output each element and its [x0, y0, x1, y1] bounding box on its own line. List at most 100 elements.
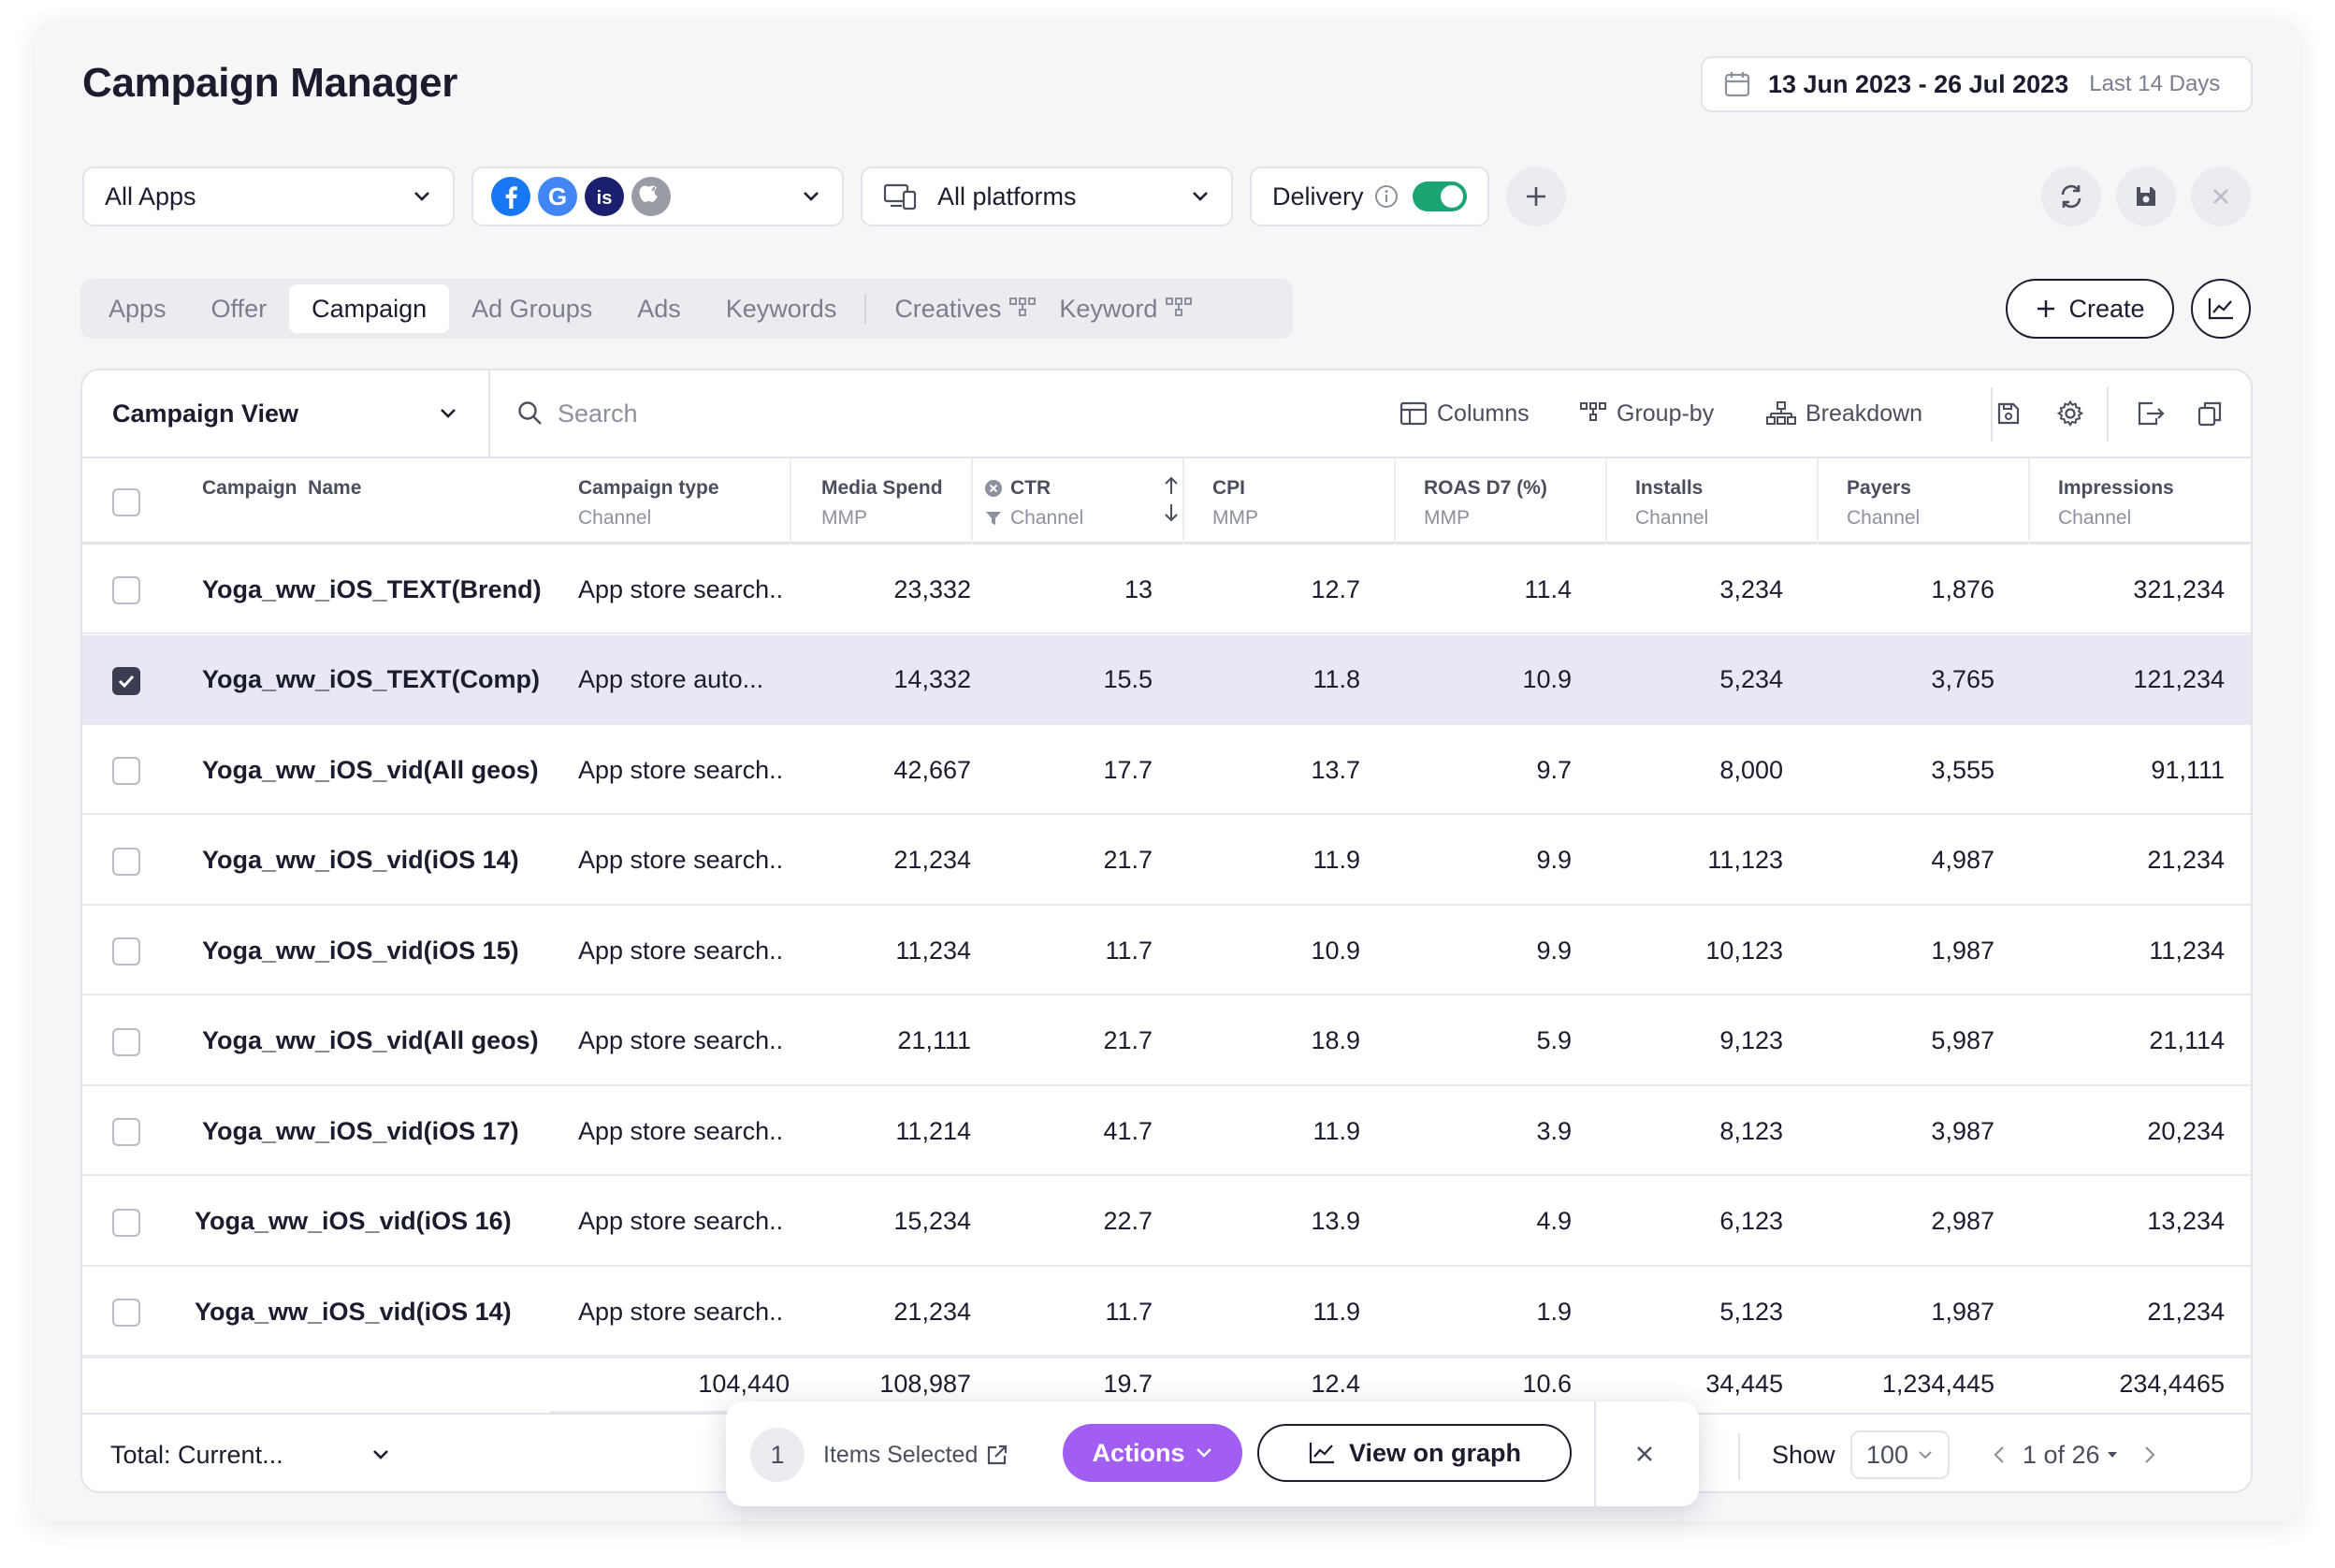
cell-campaign-name[interactable]: Yoga_ww_iOS_vid(All geos) — [202, 1026, 539, 1054]
cell-campaign-name[interactable]: Yoga_ww_iOS_TEXT(Comp) — [202, 665, 541, 693]
calendar-icon — [1724, 72, 1750, 97]
table-row[interactable]: Yoga_ww_iOS_vid(iOS 17) App store search.… — [82, 1086, 2251, 1176]
group-by-button[interactable]: Group-by — [1579, 370, 1714, 457]
actions-button[interactable]: Actions — [1063, 1424, 1242, 1482]
column-divider — [971, 458, 973, 544]
tab-ads[interactable]: Ads — [637, 294, 681, 323]
cell-installs: 9,123 — [1719, 1026, 1783, 1054]
cell-impressions: 11,234 — [2149, 936, 2225, 965]
row-checkbox[interactable] — [112, 757, 140, 785]
delivery-toggle[interactable] — [1412, 181, 1467, 211]
header-installs[interactable]: Installs Channel — [1635, 458, 1708, 544]
header-cpi[interactable]: CPI MMP — [1212, 458, 1258, 544]
items-selected-link[interactable]: Items Selected — [823, 1428, 1009, 1482]
tab-campaign[interactable]: Campaign — [289, 284, 450, 333]
header-ctr[interactable]: CTR Channel — [984, 458, 1181, 544]
create-button[interactable]: Create — [2006, 279, 2174, 339]
columns-button[interactable]: Columns — [1400, 370, 1530, 457]
date-range-picker[interactable]: 13 Jun 2023 - 26 Jul 2023 Last 14 Days — [1701, 56, 2253, 112]
cell-campaign-name[interactable]: Yoga_ww_iOS_vid(iOS 14) — [202, 846, 519, 874]
cell-payers: 3,765 — [1931, 665, 1994, 693]
cell-installs: 6,123 — [1719, 1207, 1783, 1235]
row-checkbox[interactable] — [112, 576, 140, 604]
row-checkbox[interactable] — [112, 666, 140, 695]
cell-impressions: 321,234 — [2133, 574, 2225, 603]
add-filter-button[interactable] — [1506, 167, 1566, 226]
table-row[interactable]: Yoga_ww_iOS_vid(All geos) App store searc… — [82, 996, 2251, 1086]
header-title: Installs — [1635, 477, 1704, 499]
view-select[interactable]: Campaign View — [82, 370, 490, 457]
header-payers[interactable]: Payers Channel — [1847, 458, 1920, 544]
breakdown-button[interactable]: Breakdown — [1766, 370, 1922, 457]
table-row[interactable]: Yoga_ww_iOS_vid(iOS 14) App store search.… — [82, 1267, 2251, 1357]
table-row[interactable]: Yoga_ww_iOS_vid(iOS 16) App store search.… — [82, 1177, 2251, 1267]
copy-button[interactable] — [2187, 370, 2243, 457]
channel-select[interactable]: G is — [471, 167, 844, 226]
tab-apps[interactable]: Apps — [109, 294, 167, 323]
tab-creatives[interactable]: Creatives — [872, 284, 1046, 333]
cell-payers: 1,987 — [1931, 1297, 1994, 1326]
apps-select[interactable]: All Apps — [82, 167, 455, 226]
cell-cpi: 11.9 — [1313, 846, 1360, 874]
tab-keyword[interactable]: Keyword — [1046, 284, 1215, 333]
search-input[interactable]: Search — [558, 399, 638, 428]
close-filters-button[interactable] — [2191, 167, 2251, 226]
search-field[interactable]: Search — [516, 370, 638, 457]
chart-view-button[interactable] — [2191, 279, 2251, 339]
page-size-select[interactable]: 100 — [1849, 1430, 1950, 1479]
filter-icon[interactable] — [984, 509, 1003, 528]
header-media-spend[interactable]: Media Spend MMP — [821, 458, 943, 544]
tab-keyword-label: Keyword — [1059, 294, 1158, 323]
table-row[interactable]: Yoga_ww_iOS_TEXT(Brend) App store search.… — [82, 544, 2251, 634]
table-row[interactable]: Yoga_ww_iOS_vid(All geos) App store searc… — [82, 725, 2251, 815]
platforms-select[interactable]: All platforms — [861, 167, 1233, 226]
save-view-button[interactable] — [1985, 370, 2041, 457]
settings-button[interactable] — [2047, 370, 2103, 457]
header-roas[interactable]: ROAS D7 (%) MMP — [1424, 458, 1547, 544]
total-mode-select[interactable]: Total: Current... — [110, 1415, 391, 1491]
cell-campaign-name[interactable]: Yoga_ww_iOS_vid(iOS 17) — [202, 1116, 519, 1145]
chevron-right-icon[interactable] — [2143, 1445, 2156, 1465]
cell-roas: 9.9 — [1536, 846, 1572, 874]
row-checkbox[interactable] — [112, 1208, 140, 1237]
cell-payers: 5,987 — [1931, 1026, 1994, 1054]
row-checkbox[interactable] — [112, 847, 140, 876]
tab-keywords[interactable]: Keywords — [725, 294, 837, 323]
view-on-graph-button[interactable]: View on graph — [1257, 1424, 1572, 1482]
level-tabs: Apps Offer Campaign Ad Groups Ads Keywor… — [80, 279, 1293, 339]
remove-circle-icon[interactable] — [984, 479, 1003, 498]
page-info[interactable]: 1 of 26 — [2023, 1440, 2100, 1469]
refresh-button[interactable] — [2041, 167, 2101, 226]
table-row[interactable]: Yoga_ww_iOS_TEXT(Comp) App store auto... 1… — [82, 634, 2251, 725]
clear-selection-button[interactable] — [1624, 1433, 1665, 1474]
header-campaign-name[interactable]: Campaign Name — [202, 458, 361, 544]
header-campaign-type[interactable]: Campaign type Channel — [578, 458, 719, 544]
header-impressions[interactable]: Impressions Channel — [2058, 458, 2174, 544]
save-button[interactable] — [2116, 167, 2176, 226]
row-checkbox[interactable] — [112, 937, 140, 965]
total-installs: 34,445 — [1705, 1370, 1783, 1398]
export-button[interactable] — [2127, 370, 2183, 457]
tab-ad-groups[interactable]: Ad Groups — [471, 294, 593, 323]
cell-campaign-name[interactable]: Yoga_ww_iOS_vid(iOS 14) — [195, 1297, 512, 1326]
chevron-left-icon[interactable] — [1993, 1445, 2006, 1465]
select-all-checkbox[interactable] — [112, 488, 140, 516]
row-checkbox[interactable] — [112, 1118, 140, 1146]
sort-arrows-icon[interactable] — [1162, 475, 1181, 524]
table-row[interactable]: Yoga_ww_iOS_vid(iOS 14) App store search.… — [82, 816, 2251, 906]
gear-icon — [2056, 399, 2084, 427]
save-icon — [2137, 187, 2155, 206]
cell-campaign-name[interactable]: Yoga_ww_iOS_TEXT(Brend) — [202, 574, 542, 603]
cell-campaign-name[interactable]: Yoga_ww_iOS_vid(iOS 16) — [195, 1207, 512, 1235]
cell-payers: 2,987 — [1931, 1207, 1994, 1235]
table-row[interactable]: Yoga_ww_iOS_vid(iOS 15) App store search.… — [82, 906, 2251, 995]
cell-payers: 1,876 — [1931, 574, 1994, 603]
cell-campaign-name[interactable]: Yoga_ww_iOS_vid(All geos) — [202, 755, 539, 784]
tab-offer[interactable]: Offer — [210, 294, 268, 323]
row-checkbox[interactable] — [112, 1299, 140, 1327]
row-checkbox[interactable] — [112, 1027, 140, 1056]
cell-campaign-name[interactable]: Yoga_ww_iOS_vid(iOS 15) — [202, 936, 519, 965]
cell-ctr: 21.7 — [1103, 1026, 1153, 1054]
total-mode-value: Total: Current... — [110, 1440, 283, 1469]
cell-installs: 5,234 — [1719, 665, 1783, 693]
